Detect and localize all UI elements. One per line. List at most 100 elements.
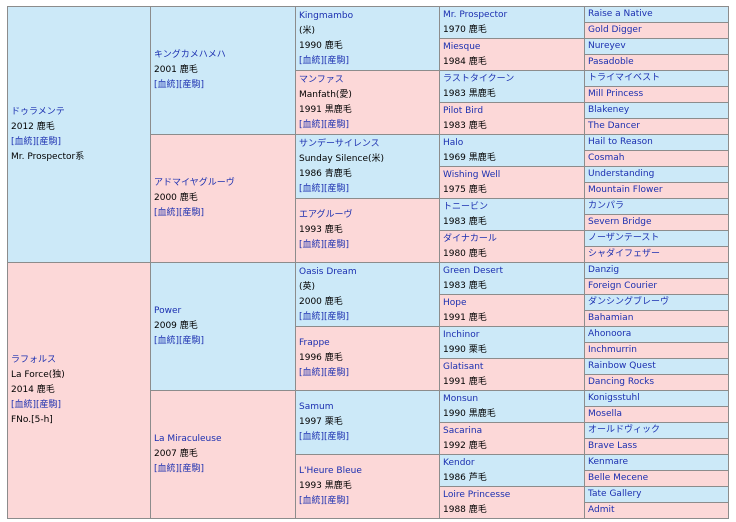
pedigree-offspring-links[interactable]: [血統][産駒] — [299, 311, 350, 322]
horse-name-link[interactable]: Brave Lass — [588, 441, 638, 451]
horse-subtext: FNo.[5-h] — [11, 415, 53, 425]
horse-year-color: 1997 栗毛 — [299, 417, 343, 427]
horse-name-link[interactable]: サンデーサイレンス — [299, 138, 380, 149]
pedigree-offspring-links[interactable]: [血統][産駒] — [299, 496, 350, 506]
horse-name-link[interactable]: Mill Princess — [588, 89, 644, 99]
horse-name-link[interactable]: The Dancer — [588, 121, 640, 131]
horse-name-link[interactable]: Ahonoora — [588, 329, 632, 339]
horse-cell-gen5: Brave Lass — [584, 438, 729, 455]
horse-cell-gen4: Glatisant 1991 鹿毛 — [439, 358, 585, 391]
horse-name-link[interactable]: キングカメハメハ — [154, 50, 226, 60]
horse-name-link[interactable]: Hope — [443, 297, 467, 308]
horse-name-link[interactable]: Loire Princesse — [443, 489, 511, 500]
horse-name-link[interactable]: Halo — [443, 137, 464, 148]
horse-name-link[interactable]: トニービン — [443, 201, 489, 212]
horse-name-link[interactable]: ラフォルス — [11, 355, 57, 365]
horse-year-color: 1983 黒鹿毛 — [443, 88, 496, 99]
pedigree-offspring-links[interactable]: [血統][産駒] — [154, 80, 205, 90]
horse-name-link[interactable]: Sacarina — [443, 425, 483, 436]
pedigree-offspring-links[interactable]: [血統][産駒] — [299, 55, 350, 66]
horse-name-link[interactable]: Foreign Courier — [588, 281, 658, 291]
horse-name-link[interactable]: Konigsstuhl — [588, 393, 640, 403]
horse-year-color: 1986 芦毛 — [443, 472, 487, 483]
horse-name-link[interactable]: シャダイフェザー — [588, 249, 661, 259]
horse-name-link[interactable]: Hail to Reason — [588, 137, 653, 147]
pedigree-offspring-links[interactable]: [血統][産駒] — [299, 432, 350, 442]
horse-name-link[interactable]: トライマイベスト — [588, 73, 661, 83]
horse-name-link[interactable]: Dancing Rocks — [588, 377, 655, 387]
horse-cell-gen5: カンパラ — [584, 198, 729, 215]
horse-name-link[interactable]: カンパラ — [588, 201, 625, 211]
horse-name-link[interactable]: Mr. Prospector — [443, 9, 508, 20]
horse-cell-gen4: Halo 1969 黒鹿毛 — [439, 134, 585, 167]
horse-name-link[interactable]: Severn Bridge — [588, 217, 652, 227]
horse-name-link[interactable]: Understanding — [588, 169, 655, 179]
pedigree-offspring-links[interactable]: [血統][産駒] — [299, 119, 350, 130]
horse-name-link[interactable]: Inchmurrin — [588, 345, 637, 355]
horse-cell-gen3: マンファス Manfath(愛) 1991 黒鹿毛 [血統][産駒] — [295, 70, 440, 135]
horse-name-link[interactable]: Inchinor — [443, 329, 480, 340]
horse-name-link[interactable]: エアグルーヴ — [299, 210, 353, 220]
horse-name-link[interactable]: Pasadoble — [588, 57, 634, 67]
horse-name-link[interactable]: Belle Mecene — [588, 473, 649, 483]
horse-cell-gen5: Bahamian — [584, 310, 729, 327]
horse-name-link[interactable]: Kendor — [443, 457, 475, 468]
horse-name-link[interactable]: ドゥラメンテ — [11, 106, 65, 117]
horse-name-link[interactable]: ラストタイクーン — [443, 73, 515, 84]
horse-year-color: 1990 鹿毛 — [299, 40, 343, 51]
horse-name-link[interactable]: Miesque — [443, 41, 481, 52]
horse-name-link[interactable]: Power — [154, 306, 182, 316]
pedigree-row: Hope 1991 鹿毛 ダンシングブレーヴ — [8, 294, 729, 327]
horse-name-link[interactable]: オールドヴィック — [588, 425, 661, 435]
horse-cell-gen5: Rainbow Quest — [584, 358, 729, 375]
pedigree-offspring-links[interactable]: [血統][産駒] — [299, 368, 350, 378]
horse-name-link[interactable]: Blakeney — [588, 105, 630, 115]
horse-name-link[interactable]: Rainbow Quest — [588, 361, 656, 371]
horse-name-link[interactable]: アドマイヤグルーヴ — [154, 178, 235, 188]
horse-name-link[interactable]: Gold Digger — [588, 25, 642, 35]
pedigree-offspring-links[interactable]: [血統][産駒] — [154, 464, 205, 474]
horse-name-link[interactable]: ノーザンテースト — [588, 233, 660, 243]
horse-name-link[interactable]: Green Desert — [443, 265, 504, 276]
pedigree-row: エアグルーヴ 1993 鹿毛 [血統][産駒] トニービン 1983 鹿毛 カンパラ — [8, 198, 729, 263]
horse-cell-gen3: Samum 1997 栗毛 [血統][産駒] — [295, 390, 440, 455]
horse-name-link[interactable]: Cosmah — [588, 153, 625, 163]
horse-name-link[interactable]: Mountain Flower — [588, 185, 663, 195]
pedigree-offspring-links[interactable]: [血統][産駒] — [11, 136, 62, 147]
horse-name-link[interactable]: Samum — [299, 402, 334, 412]
horse-name-link[interactable]: Glatisant — [443, 361, 484, 372]
pedigree-offspring-links[interactable]: [血統][産駒] — [154, 336, 205, 346]
horse-name-link[interactable]: Mosella — [588, 409, 623, 419]
horse-name-link[interactable]: Bahamian — [588, 313, 634, 323]
horse-alt-name: Sunday Silence(米) — [299, 153, 384, 164]
horse-cell-gen2: アドマイヤグルーヴ 2000 鹿毛 [血統][産駒] — [150, 134, 296, 263]
horse-name-link[interactable]: Raise a Native — [588, 9, 653, 19]
horse-cell-gen4: Inchinor 1990 栗毛 — [439, 326, 585, 359]
horse-name-link[interactable]: Kenmare — [588, 457, 629, 467]
horse-name-link[interactable]: Nureyev — [588, 41, 626, 51]
horse-name-link[interactable]: Tate Gallery — [588, 489, 642, 499]
horse-cell-gen5: Tate Gallery — [584, 486, 729, 503]
horse-name-link[interactable]: Admit — [588, 505, 615, 515]
horse-name-link[interactable]: Danzig — [588, 265, 620, 275]
horse-name-link[interactable]: La Miraculeuse — [154, 434, 222, 444]
horse-name-link[interactable]: Oasis Dream — [299, 266, 357, 277]
horse-name-link[interactable]: L'Heure Bleue — [299, 466, 362, 476]
horse-name-link[interactable]: ダイナカール — [443, 233, 497, 244]
horse-name-link[interactable]: Wishing Well — [443, 169, 501, 180]
pedigree-row: Wishing Well 1975 鹿毛 Understanding — [8, 166, 729, 199]
horse-cell-gen1: ラフォルス La Force(独) 2014 鹿毛 [血統][産駒] FNo.[5-h] — [7, 262, 151, 519]
horse-name-link[interactable]: Kingmambo — [299, 10, 354, 21]
pedigree-offspring-links[interactable]: [血統][産駒] — [11, 400, 62, 410]
horse-name-link[interactable]: Pilot Bird — [443, 105, 484, 116]
horse-name-link[interactable]: Frappe — [299, 338, 330, 348]
pedigree-offspring-links[interactable]: [血統][産駒] — [299, 183, 350, 194]
horse-name-link[interactable]: Monsun — [443, 393, 479, 404]
horse-name-link[interactable]: マンファス — [299, 74, 344, 85]
pedigree-offspring-links[interactable]: [血統][産駒] — [299, 240, 350, 250]
horse-cell-gen3: Oasis Dream (英) 2000 鹿毛 [血統][産駒] — [295, 262, 440, 327]
horse-name-link[interactable]: ダンシングブレーヴ — [588, 297, 670, 307]
pedigree-row: ラフォルス La Force(独) 2014 鹿毛 [血統][産駒] FNo.[5-h]… — [7, 262, 729, 519]
pedigree-offspring-links[interactable]: [血統][産駒] — [154, 208, 205, 218]
horse-cell-gen4: Hope 1991 鹿毛 — [439, 294, 585, 327]
